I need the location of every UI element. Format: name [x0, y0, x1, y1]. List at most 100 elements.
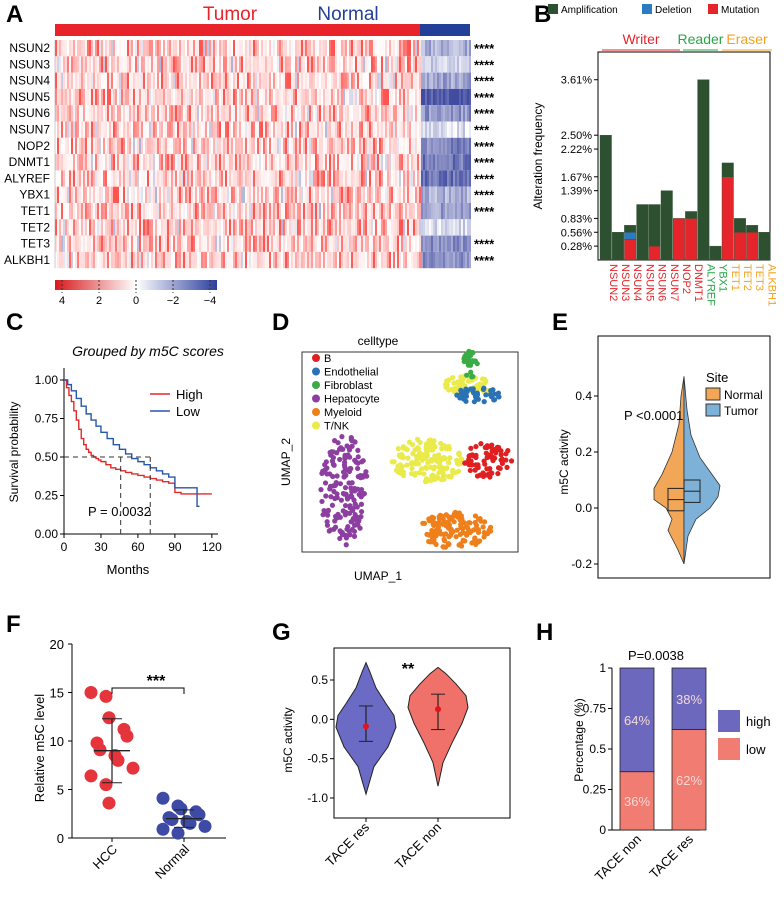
umap-cell-hepatocyte: [324, 519, 330, 525]
heatmap-cell: [285, 121, 287, 138]
heatmap-cell: [195, 154, 197, 171]
heatmap-cell: [211, 219, 213, 236]
heatmap-cell: [335, 88, 337, 106]
heatmap-cell: [199, 137, 201, 155]
heatmap-cell: [231, 186, 233, 203]
heatmap-cell: [93, 235, 95, 252]
heatmap-cell: [359, 203, 361, 220]
heatmap-cell: [469, 121, 471, 138]
heatmap-cell: [99, 251, 101, 269]
heatmap-cell: [61, 56, 63, 73]
heatmap-cell: [437, 235, 439, 252]
heatmap-cell: [231, 56, 233, 73]
heatmap-cell: [435, 170, 437, 187]
heatmap-cell: [119, 105, 121, 122]
legend-label: Tumor: [724, 404, 758, 418]
heatmap-cell: [433, 203, 435, 220]
heatmap-cell: [207, 72, 209, 89]
umap-cell-myeloid: [433, 527, 439, 533]
heatmap-cell: [123, 137, 125, 155]
heatmap-cell: [201, 186, 203, 203]
heatmap-cell: [55, 170, 57, 187]
bar-high: [619, 667, 655, 773]
heatmap-cell: [333, 251, 335, 269]
colorbar-tick-label: −4: [204, 295, 217, 307]
heatmap-cell: [203, 40, 205, 57]
heatmap-cell: [161, 203, 163, 220]
heatmap-cell: [395, 170, 397, 187]
heatmap-cell: [245, 251, 247, 269]
heatmap-cell: [265, 72, 267, 89]
heatmap-cell: [455, 88, 457, 106]
heatmap-cell: [417, 121, 419, 138]
significance-label: ****: [474, 204, 495, 219]
heatmap-cell: [253, 235, 255, 252]
heatmap-cell: [423, 154, 425, 171]
heatmap-cell: [403, 56, 405, 73]
heatmap-cell: [155, 235, 157, 252]
heatmap-cell: [261, 219, 263, 236]
umap-cell-hepatocyte: [358, 489, 364, 495]
heatmap-cell: [241, 154, 243, 171]
heatmap-cell: [371, 170, 373, 187]
h-ylabel: Percentage (%): [572, 698, 586, 781]
heatmap-cell: [391, 88, 393, 106]
d-ylabel: UMAP_2: [279, 438, 293, 486]
heatmap-cell: [459, 56, 461, 73]
heatmap-cell: [453, 88, 455, 106]
heatmap-cell: [217, 170, 219, 187]
heatmap-cell: [415, 235, 417, 252]
heatmap-cell: [73, 40, 75, 57]
heatmap-cell: [239, 105, 241, 122]
heatmap-cell: [69, 154, 71, 171]
heatmap-cell: [373, 56, 375, 73]
heatmap-cell: [425, 56, 427, 73]
heatmap-cell: [125, 186, 127, 203]
heatmap-cell: [357, 56, 359, 73]
heatmap-cell: [221, 137, 223, 155]
heatmap-cell: [405, 235, 407, 252]
heatmap-cell: [453, 105, 455, 122]
c-ytick-label: 0.75: [35, 412, 59, 426]
heatmap-cell: [67, 137, 69, 155]
heatmap-cell: [315, 137, 317, 155]
heatmap-cell: [303, 105, 305, 122]
heatmap-cell: [159, 88, 161, 106]
heatmap-cell: [461, 105, 463, 122]
heatmap-cell: [337, 88, 339, 106]
d-title: celltype: [358, 334, 399, 348]
umap-cell-myeloid: [458, 525, 464, 531]
heatmap-cell: [279, 170, 281, 187]
heatmap-cell: [81, 88, 83, 106]
heatmap-cell: [259, 121, 261, 138]
heatmap-cell: [287, 121, 289, 138]
heatmap-cell: [411, 137, 413, 155]
umap-cell-hepatocyte: [333, 479, 339, 486]
heatmap-cell: [137, 203, 139, 220]
heatmap-cell: [95, 105, 97, 122]
heatmap-cell: [407, 88, 409, 106]
heatmap-cell: [213, 40, 215, 57]
umap-cell-fibroblast: [468, 369, 474, 375]
heatmap-cell: [311, 219, 313, 236]
heatmap-cell: [87, 235, 89, 252]
heatmap-cell: [437, 72, 439, 89]
heatmap-cell: [421, 121, 423, 138]
heatmap-cell: [137, 56, 139, 73]
heatmap-cell: [255, 219, 257, 236]
umap-cell-fibroblast: [470, 358, 477, 364]
heatmap-cell: [271, 121, 273, 138]
heatmap-cell: [67, 186, 69, 203]
heatmap-cell: [319, 219, 321, 236]
heatmap-cell: [221, 235, 223, 252]
heatmap-cell: [107, 121, 109, 138]
heatmap-cell: [133, 72, 135, 89]
heatmap-cell: [403, 154, 405, 171]
heatmap-cell: [57, 154, 59, 171]
heatmap-cell: [147, 88, 149, 106]
heatmap-cell: [319, 137, 321, 155]
heatmap-cell: [311, 40, 313, 57]
heatmap-cell: [145, 121, 147, 138]
umap-cell-tnk: [409, 465, 415, 472]
heatmap-cell: [151, 105, 153, 122]
